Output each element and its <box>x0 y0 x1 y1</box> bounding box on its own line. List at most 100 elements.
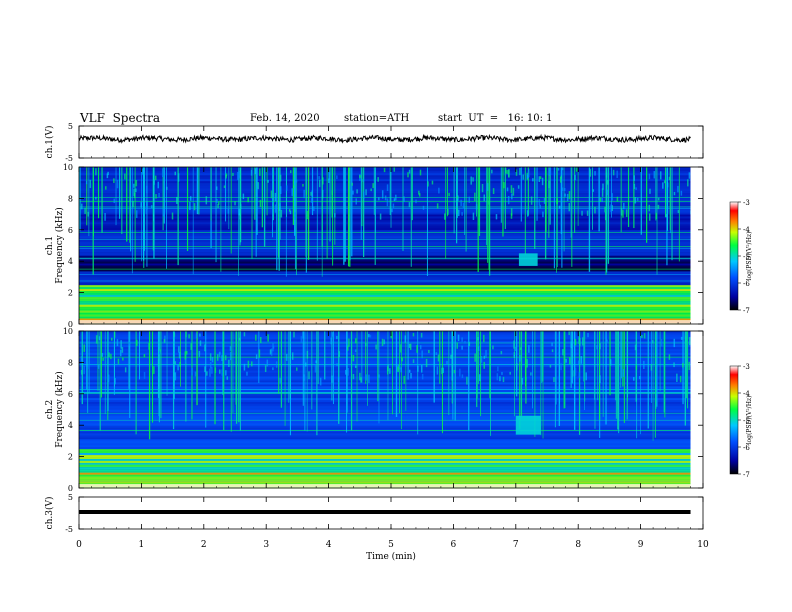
speckle <box>251 361 253 367</box>
speckle <box>395 194 397 201</box>
speckle <box>85 180 88 185</box>
speckle <box>238 337 241 341</box>
speckle <box>682 362 684 368</box>
colorbar-tick-label: -6 <box>743 280 750 288</box>
speckle <box>124 173 126 180</box>
speckle <box>581 210 583 216</box>
freq-row <box>79 376 691 379</box>
speckle <box>474 353 476 362</box>
speckle <box>525 376 527 382</box>
speckle <box>95 335 98 344</box>
speckle <box>558 205 561 209</box>
freq-row <box>79 397 691 401</box>
freq-row <box>79 344 691 348</box>
speckle <box>635 187 637 190</box>
speckle <box>575 167 578 172</box>
date-label: Feb. 14, 2020 <box>250 113 320 124</box>
speckle <box>303 374 306 381</box>
speckle <box>578 360 580 365</box>
speckle <box>161 168 164 178</box>
speckle <box>421 373 424 380</box>
speckle <box>483 355 486 359</box>
speckle <box>602 183 604 190</box>
freq-row <box>79 288 691 292</box>
speckle <box>668 354 671 360</box>
speckle <box>354 338 357 344</box>
freq-row <box>79 370 691 373</box>
speckle <box>462 202 465 209</box>
x-tick-label: 10 <box>697 540 709 550</box>
speckle <box>83 365 85 375</box>
freq-row <box>79 267 691 270</box>
x-tick-label: 1 <box>139 540 145 550</box>
speckle <box>532 178 534 182</box>
speckle <box>622 369 625 377</box>
speckle <box>563 187 566 191</box>
speckle <box>258 349 261 358</box>
speckle <box>229 346 232 351</box>
freq-row <box>79 462 691 465</box>
speckle <box>270 190 273 199</box>
freq-row <box>79 265 691 268</box>
speckle <box>616 170 618 178</box>
start-ut-label: start UT = 16: 10: 1 <box>438 113 553 124</box>
speckle <box>359 372 361 381</box>
speckle <box>501 371 503 375</box>
speckle <box>216 199 218 204</box>
speckle <box>466 376 468 385</box>
freq-row <box>79 468 691 471</box>
speckle <box>509 371 511 375</box>
freq-row <box>79 409 691 412</box>
speckle <box>521 377 524 385</box>
freq-row <box>79 440 691 444</box>
waveform-axis-label: ch.1(V) <box>44 126 55 159</box>
freq-row <box>79 366 691 369</box>
speckle <box>209 362 212 369</box>
speckle <box>199 340 202 346</box>
speckle <box>174 361 177 365</box>
speckle <box>97 364 100 369</box>
freq-row <box>79 172 691 176</box>
freq-row <box>79 383 691 387</box>
speckle <box>158 350 161 355</box>
colorbar-tick-label: -4 <box>743 390 750 398</box>
freq-row <box>79 180 691 184</box>
freq-row <box>79 229 691 233</box>
speckle <box>102 357 104 361</box>
speckle <box>250 169 253 176</box>
speckle <box>185 331 187 338</box>
freq-row <box>79 470 691 473</box>
speckle <box>688 361 690 371</box>
speckle <box>446 360 448 364</box>
speckle <box>456 342 458 349</box>
speckle <box>512 187 515 196</box>
speckle <box>178 346 180 353</box>
freq-row <box>79 188 691 191</box>
speckle <box>216 354 219 361</box>
freq-row <box>79 241 691 244</box>
freq-row <box>79 454 691 457</box>
speckle <box>113 198 115 204</box>
freq-row <box>79 184 691 188</box>
speckle <box>504 167 507 174</box>
y-tick-label: 2 <box>68 453 73 462</box>
speckle <box>267 180 269 183</box>
speckle <box>457 334 460 342</box>
speckle <box>468 373 470 377</box>
speckle <box>587 332 589 338</box>
speckle <box>347 345 349 351</box>
speckle <box>215 186 218 190</box>
speckle <box>104 213 106 221</box>
speckle <box>657 197 660 201</box>
speckle <box>592 189 595 192</box>
speckle <box>242 193 245 200</box>
speckle <box>398 365 401 370</box>
speckle <box>95 196 97 200</box>
speckle <box>163 339 166 343</box>
speckle <box>128 342 131 346</box>
speckle <box>610 204 612 212</box>
speckle <box>363 191 365 199</box>
speckle <box>657 204 660 210</box>
freq-row <box>79 442 691 446</box>
speckle <box>195 333 198 339</box>
